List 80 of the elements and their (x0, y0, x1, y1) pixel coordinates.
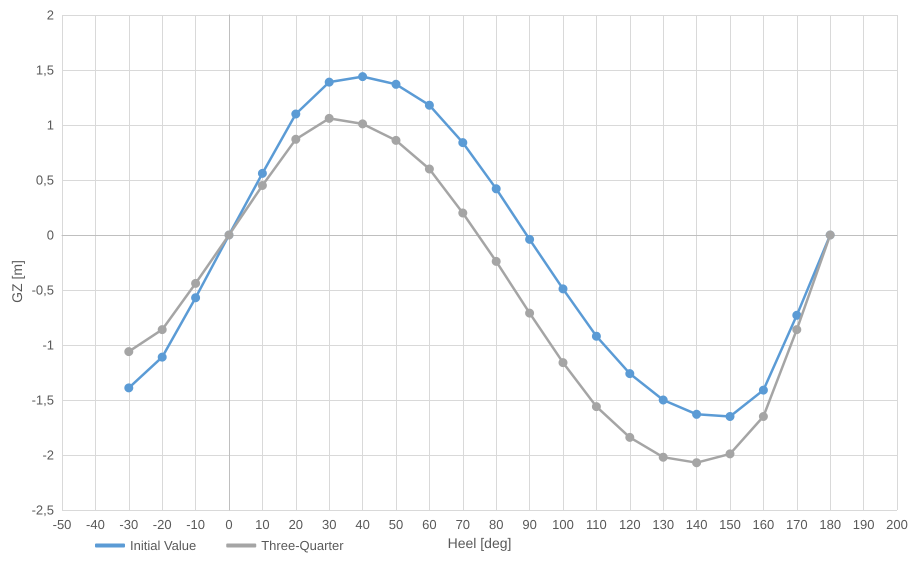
point (424, 164, 434, 174)
y-axis-title: GZ [m] (9, 260, 25, 303)
x-tick-label: 150 (719, 517, 741, 532)
point (625, 432, 634, 442)
y-tick-label: -1 (42, 338, 54, 352)
x-tick-label: 200 (886, 517, 908, 532)
point (792, 325, 802, 334)
point (758, 386, 768, 395)
x-tick-label: -10 (186, 517, 205, 532)
y-tick-label: 0 (46, 228, 54, 242)
x-tick-label: 90 (522, 517, 537, 532)
point (191, 278, 200, 288)
y-tick-label: -0,5 (32, 282, 54, 298)
point (558, 284, 568, 294)
point (792, 310, 802, 320)
x-tick-label: 30 (322, 517, 336, 532)
y-tick-label: 1,5 (36, 62, 54, 78)
point (726, 449, 734, 458)
point (392, 136, 400, 145)
x-tick-label: 60 (422, 517, 437, 532)
point (658, 396, 668, 404)
legend-label: Initial Value (130, 538, 196, 553)
x-tick-label: 100 (552, 517, 574, 532)
x-tick-label: 0 (225, 517, 233, 532)
x-tick-label: 170 (786, 517, 808, 532)
x-tick-label: -20 (152, 517, 172, 532)
point (158, 352, 167, 362)
x-tick-label: -30 (119, 517, 138, 532)
y-tick-label: 1 (46, 118, 54, 132)
x-axis-title: Heel [deg] (448, 534, 512, 551)
y-tick-label: -1,5 (32, 392, 54, 408)
x-tick-label: -40 (86, 517, 105, 532)
point (592, 332, 601, 341)
point (625, 369, 634, 378)
point (358, 72, 368, 82)
point (558, 358, 568, 368)
point (492, 184, 501, 194)
point (258, 168, 267, 178)
point (458, 138, 468, 148)
x-tick-label: 120 (618, 517, 641, 532)
point (158, 325, 167, 334)
point (392, 80, 400, 89)
point (124, 383, 134, 392)
x-tick-label: 140 (686, 517, 708, 532)
x-tick-label: 190 (852, 517, 874, 532)
y-tick-label: 0,5 (36, 172, 54, 188)
point (124, 347, 134, 356)
point (291, 110, 300, 118)
x-tick-label: 80 (488, 517, 504, 532)
point (758, 412, 768, 421)
point (692, 458, 702, 468)
point (324, 114, 334, 123)
x-tick-label: 180 (819, 517, 842, 532)
point (458, 208, 468, 218)
point (592, 402, 601, 412)
x-tick-label: 40 (355, 517, 370, 532)
point (424, 100, 434, 110)
legend-label: Three-Quarter (261, 538, 344, 553)
point (525, 308, 534, 318)
y-tick-label: -2 (42, 448, 54, 462)
x-tick-label: 20 (288, 517, 304, 532)
point (358, 119, 368, 128)
x-tick-label: 160 (752, 517, 774, 532)
point (692, 410, 702, 419)
point (525, 234, 534, 244)
point (658, 452, 668, 462)
x-tick-label: 70 (456, 517, 470, 532)
point (492, 256, 501, 266)
point (726, 412, 734, 421)
y-tick-label: -2,5 (32, 502, 54, 518)
x-tick-label: 110 (586, 517, 607, 532)
x-tick-label: -50 (52, 517, 72, 532)
x-tick-label: 130 (652, 517, 674, 532)
x-tick-label: 10 (255, 517, 270, 532)
point (324, 78, 334, 87)
point (258, 181, 267, 190)
x-tick-label: 50 (388, 517, 404, 532)
point (191, 293, 200, 302)
point (291, 134, 300, 144)
y-tick-label: 2 (46, 8, 54, 22)
